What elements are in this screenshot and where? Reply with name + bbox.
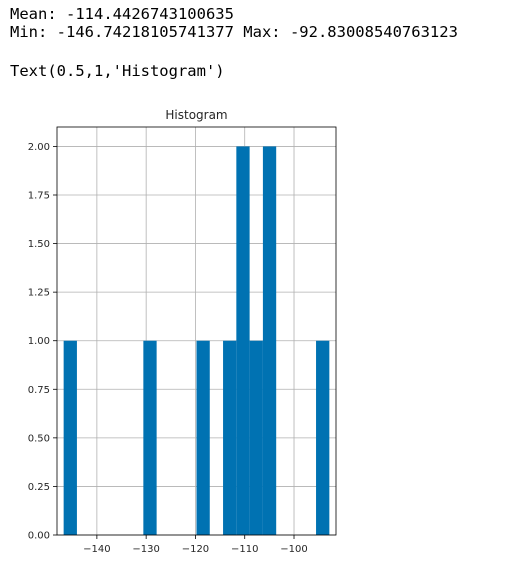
y-tick-label: 1.00 bbox=[28, 336, 50, 347]
y-tick-label: 0.50 bbox=[28, 433, 50, 444]
plot-frame bbox=[56, 126, 337, 536]
histogram-chart: Histogram −140 −130 −120 −110 −100 0.00 0.25 0.… bbox=[28, 108, 337, 555]
axes-layer: −140 −130 −120 −110 −100 0.00 0.25 0.50 0.75 1.00… bbox=[28, 126, 337, 555]
x-tick-label: −120 bbox=[182, 544, 209, 555]
chart-title: Histogram bbox=[165, 108, 227, 122]
histogram-bar bbox=[143, 340, 157, 535]
histogram-bar bbox=[223, 340, 237, 535]
mean-output-line: Mean: -114.4426743100635 bbox=[10, 5, 234, 23]
x-tick-label: −130 bbox=[132, 544, 159, 555]
y-tick-label: 0.25 bbox=[28, 482, 50, 493]
histogram-bar bbox=[196, 340, 210, 535]
y-tick-label: 1.50 bbox=[28, 239, 50, 250]
histogram-bar bbox=[236, 146, 250, 535]
y-tick-label: 2.00 bbox=[28, 142, 50, 153]
x-tick-label: −140 bbox=[83, 544, 110, 555]
histogram-bar bbox=[316, 340, 330, 535]
text-repr-output-line: Text(0.5,1,'Histogram') bbox=[10, 62, 225, 80]
histogram-bar bbox=[63, 340, 77, 535]
y-tick-label: 0.75 bbox=[28, 385, 50, 396]
x-tick-label: −110 bbox=[231, 544, 258, 555]
y-tick-label: 1.25 bbox=[28, 288, 50, 299]
min-max-output-line: Min: -146.74218105741377 Max: -92.830085… bbox=[10, 23, 458, 41]
histogram-bar bbox=[249, 340, 263, 535]
x-tick-label: −100 bbox=[280, 544, 307, 555]
histogram-bar bbox=[262, 146, 277, 535]
bars-layer bbox=[63, 146, 330, 535]
y-tick-label: 0.00 bbox=[28, 531, 50, 542]
y-tick-label: 1.75 bbox=[28, 191, 50, 202]
